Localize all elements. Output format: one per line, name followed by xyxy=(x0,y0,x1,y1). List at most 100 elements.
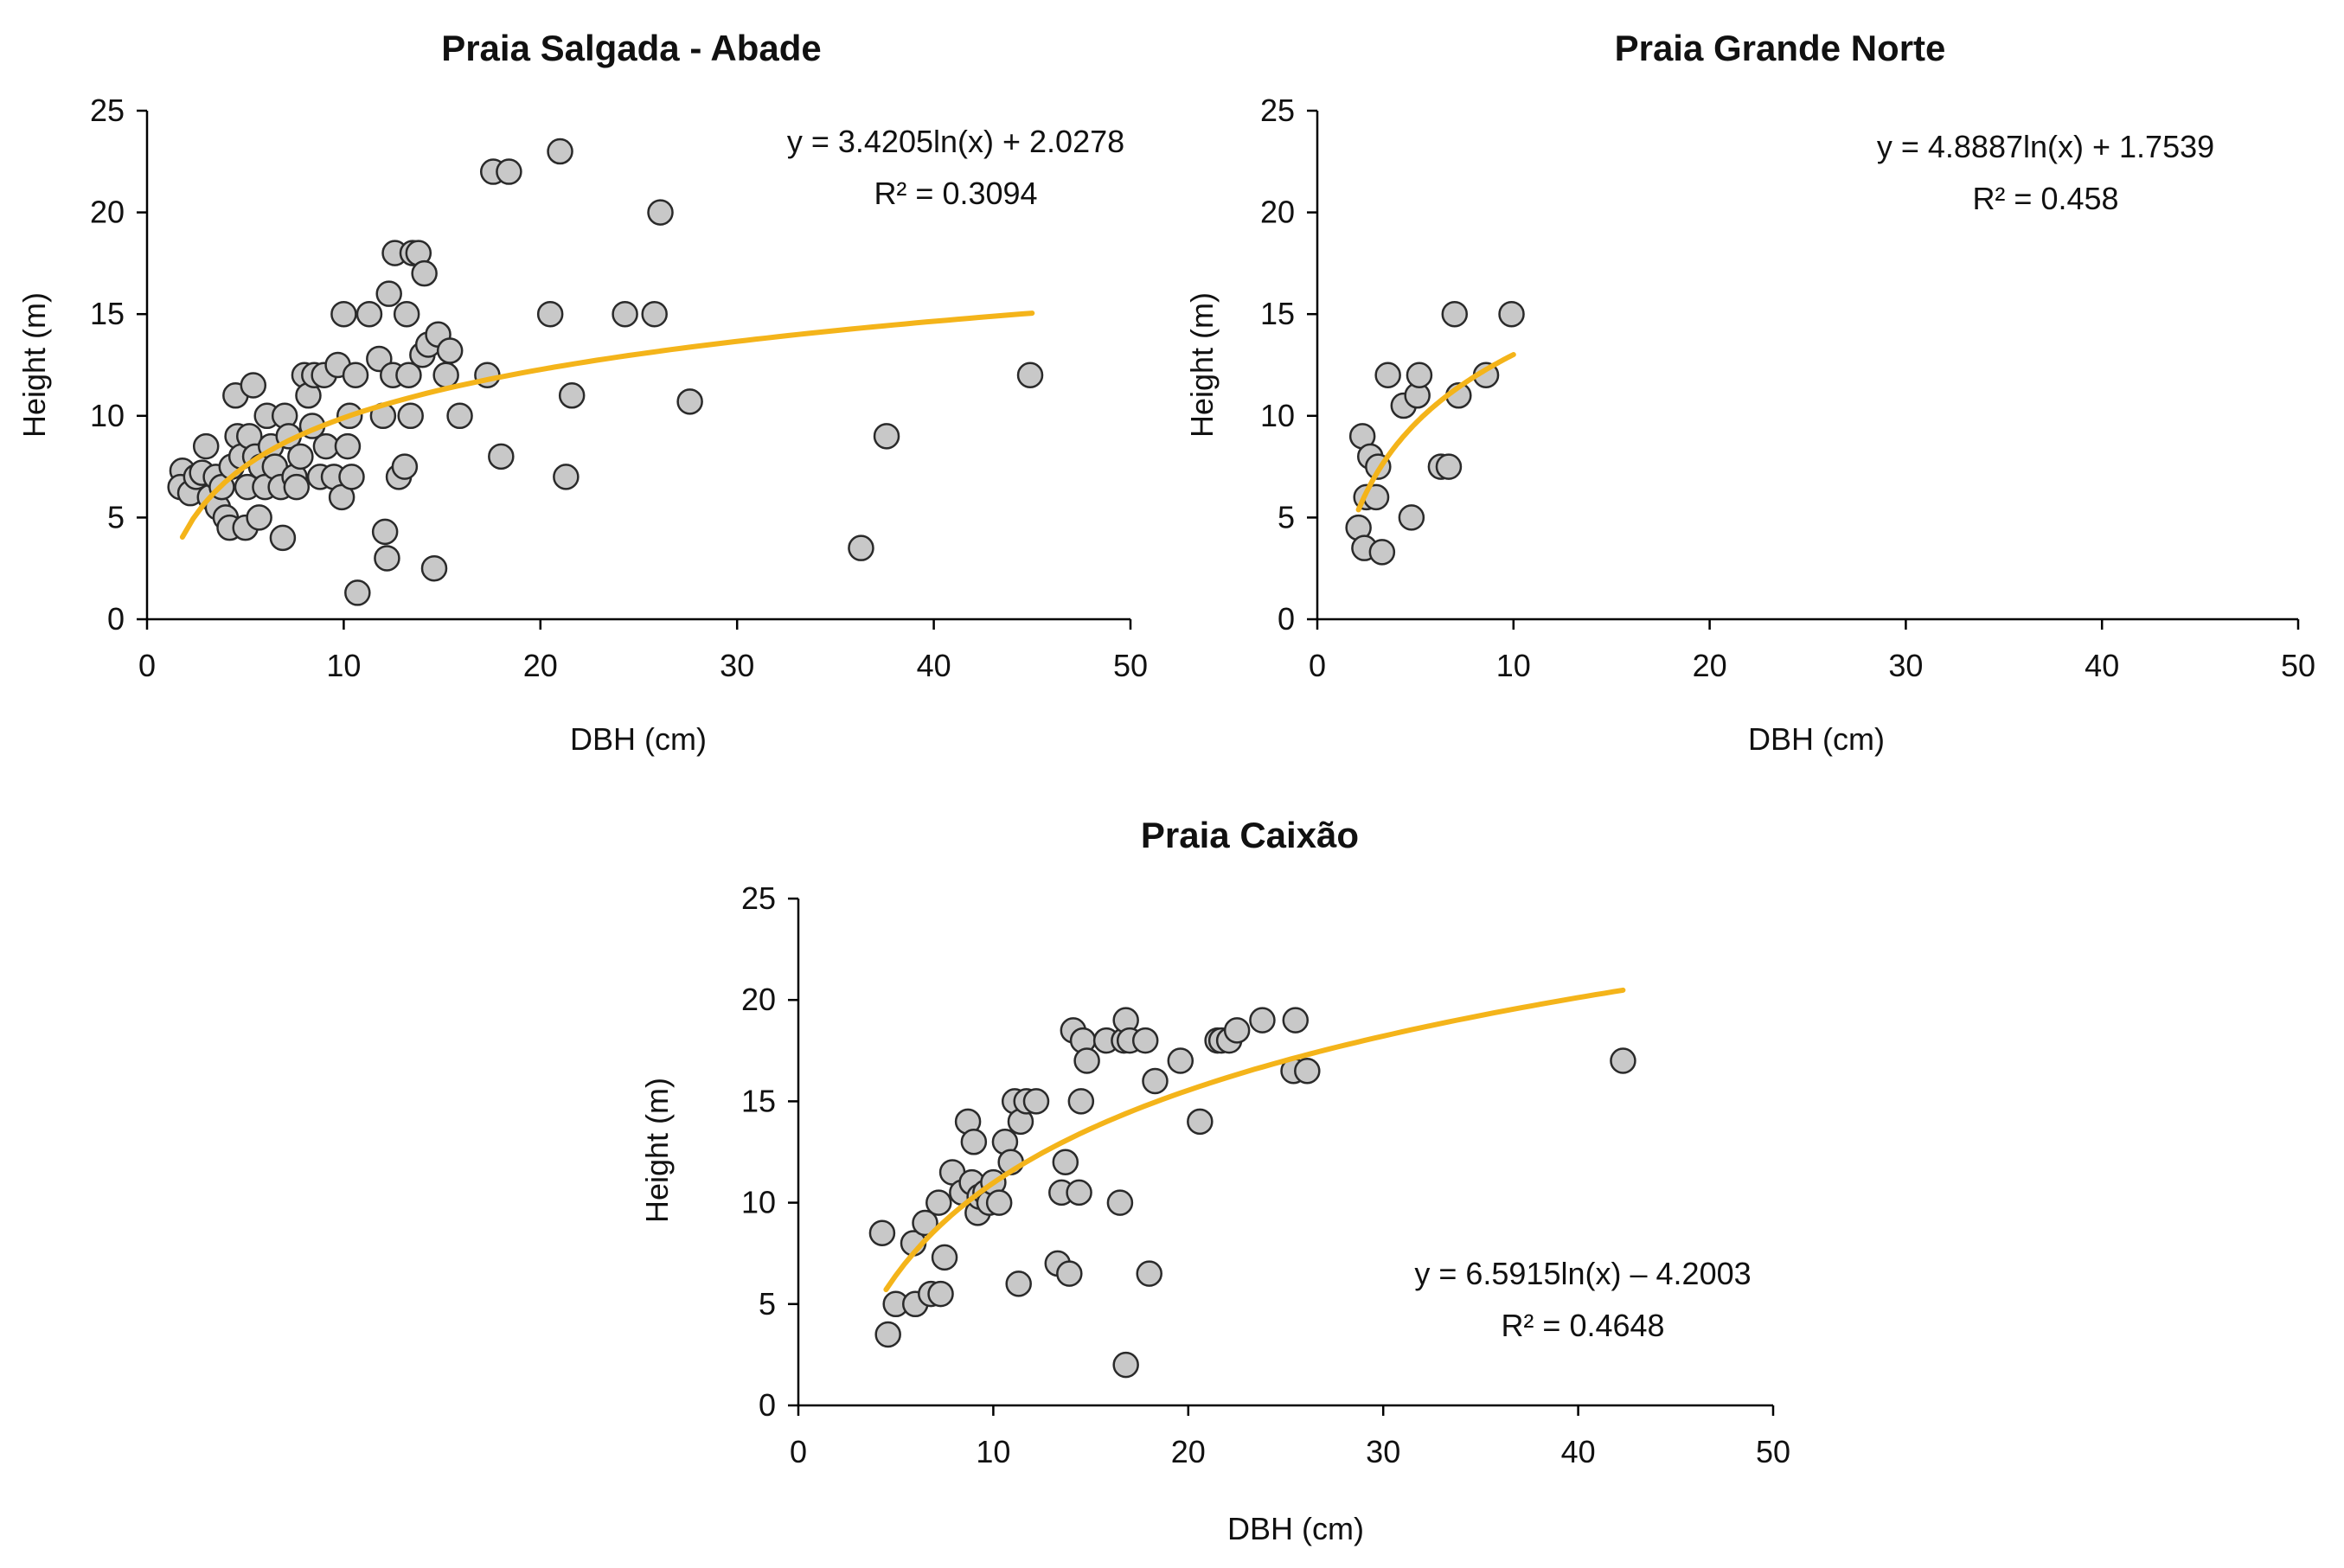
data-point xyxy=(1112,1351,1139,1379)
data-point xyxy=(269,524,297,552)
data-point xyxy=(1142,1067,1169,1095)
data-point xyxy=(985,1189,1013,1216)
y-tick-label: 15 xyxy=(90,296,125,331)
data-point xyxy=(912,1209,938,1237)
chart-title: Praia Caixão xyxy=(1141,815,1359,855)
data-point xyxy=(334,432,362,460)
y-tick-label: 0 xyxy=(759,1387,776,1423)
data-point xyxy=(432,362,459,389)
trendline xyxy=(1355,352,1516,513)
data-point xyxy=(1223,1017,1251,1044)
x-tick-label: 40 xyxy=(917,648,951,683)
x-tick-label: 30 xyxy=(1366,1434,1400,1469)
data-point xyxy=(240,372,267,399)
data-point xyxy=(547,138,573,165)
data-point xyxy=(1167,1047,1194,1074)
y-axis-title: Height (m) xyxy=(1184,292,1220,438)
x-tick-label: 40 xyxy=(2085,648,2119,683)
x-tick-label: 0 xyxy=(138,648,156,683)
data-point xyxy=(371,518,399,546)
data-point xyxy=(1374,362,1401,389)
r-squared-label: R² = 0.3094 xyxy=(874,176,1037,211)
data-point xyxy=(874,1321,901,1348)
chart-panel-1: Praia Salgada - Abade 0 5 10 15 20 25 0 10 20 30 40… xyxy=(16,28,1148,757)
data-point xyxy=(393,300,420,328)
y-tick-label: 15 xyxy=(1260,296,1295,331)
data-point xyxy=(1056,1260,1083,1287)
data-point xyxy=(873,423,900,450)
data-point xyxy=(612,300,638,328)
data-point xyxy=(420,554,448,582)
data-point xyxy=(848,534,874,561)
x-tick-label: 10 xyxy=(326,648,361,683)
data-point xyxy=(1294,1057,1321,1085)
data-point xyxy=(496,158,522,185)
x-axis-title: DBH (cm) xyxy=(1748,721,1885,757)
y-tick-label: 10 xyxy=(1260,398,1295,433)
data-point xyxy=(1016,362,1044,389)
data-point xyxy=(246,504,272,531)
data-point xyxy=(1022,1088,1050,1115)
data-point xyxy=(374,545,400,572)
x-tick-label: 50 xyxy=(1756,1434,1790,1469)
y-axis-title: Height (m) xyxy=(639,1078,675,1223)
data-point xyxy=(287,443,314,470)
data-point xyxy=(925,1189,952,1216)
x-tick-label: 20 xyxy=(523,648,558,683)
y-tick-label: 5 xyxy=(1278,499,1295,534)
data-point xyxy=(397,402,424,430)
x-axis-title: DBH (cm) xyxy=(1227,1511,1364,1546)
data-point xyxy=(536,300,564,328)
y-tick-label: 0 xyxy=(107,601,125,637)
data-point xyxy=(1073,1047,1100,1074)
data-point xyxy=(1131,1027,1159,1054)
x-tick-label: 40 xyxy=(1561,1434,1596,1469)
data-point xyxy=(1249,1007,1276,1034)
data-point xyxy=(1106,1189,1134,1216)
y-axis-title: Height (m) xyxy=(16,292,52,438)
data-point xyxy=(1282,1007,1310,1034)
trendline xyxy=(179,310,1035,540)
x-tick-label: 0 xyxy=(1309,648,1326,683)
data-point xyxy=(676,388,703,415)
chart-panel-2: Praia Grande Norte 0 5 10 15 20 25 0 10 20 30 40 50 D… xyxy=(1184,28,2315,757)
y-tick-label: 20 xyxy=(90,195,125,230)
x-tick-label: 30 xyxy=(720,648,754,683)
data-point xyxy=(1052,1149,1079,1175)
y-tick-label: 25 xyxy=(741,880,776,916)
y-tick-label: 25 xyxy=(1260,93,1295,128)
y-tick-label: 20 xyxy=(741,982,776,1017)
data-point xyxy=(488,443,515,470)
trendline-equation: y = 4.8887ln(x) + 1.7539 xyxy=(1877,129,2214,164)
data-point xyxy=(931,1244,958,1271)
data-point xyxy=(1368,539,1396,566)
data-point xyxy=(1136,1260,1162,1287)
data-point xyxy=(1005,1270,1032,1297)
data-point xyxy=(1441,300,1469,328)
data-point xyxy=(395,362,422,389)
data-point xyxy=(1187,1108,1214,1136)
y-tick-label: 10 xyxy=(741,1185,776,1220)
r-squared-label: R² = 0.458 xyxy=(1972,181,2118,216)
trendline xyxy=(883,987,1626,1293)
data-point xyxy=(1435,453,1463,480)
data-point xyxy=(342,362,369,389)
data-point xyxy=(647,199,674,226)
data-point xyxy=(927,1280,954,1308)
y-tick-label: 5 xyxy=(107,499,125,534)
y-tick-label: 10 xyxy=(90,398,125,433)
data-point xyxy=(641,300,668,328)
data-point xyxy=(553,464,580,490)
trendline-equation: y = 6.5915ln(x) – 4.2003 xyxy=(1414,1256,1751,1291)
data-point xyxy=(344,579,371,606)
data-point xyxy=(1067,1088,1095,1115)
y-tick-label: 0 xyxy=(1278,601,1295,637)
data-point xyxy=(411,259,438,287)
data-point xyxy=(1498,300,1525,328)
chart-title: Praia Salgada - Abade xyxy=(441,28,822,68)
data-point xyxy=(1066,1179,1092,1206)
x-tick-label: 10 xyxy=(1496,648,1531,683)
chart-panel-3: Praia Caixão 0 5 10 15 20 25 0 10 20 30 40 50 DBH (cm… xyxy=(639,815,1790,1546)
